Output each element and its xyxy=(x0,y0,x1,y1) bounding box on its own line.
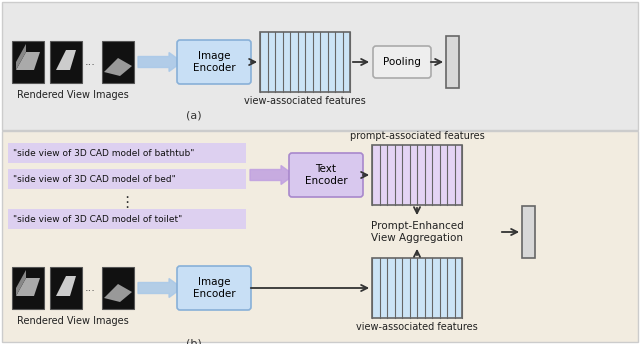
FancyBboxPatch shape xyxy=(289,153,363,197)
Text: prompt-associated features: prompt-associated features xyxy=(349,131,484,141)
Bar xyxy=(372,258,462,318)
FancyBboxPatch shape xyxy=(373,46,431,78)
Bar xyxy=(50,41,82,83)
Polygon shape xyxy=(16,52,40,70)
Text: view-associated features: view-associated features xyxy=(244,96,366,106)
FancyArrow shape xyxy=(250,165,294,184)
Text: ...: ... xyxy=(85,57,96,67)
FancyArrow shape xyxy=(138,279,182,298)
FancyArrow shape xyxy=(138,53,182,72)
Text: Prompt-Enhanced
View Aggregation: Prompt-Enhanced View Aggregation xyxy=(371,221,463,243)
Bar xyxy=(522,206,535,258)
Bar xyxy=(260,32,350,92)
Bar xyxy=(50,267,82,309)
Bar xyxy=(102,41,134,83)
Text: Rendered View Images: Rendered View Images xyxy=(17,316,129,326)
Text: ...: ... xyxy=(85,283,96,293)
Text: Rendered View Images: Rendered View Images xyxy=(17,90,129,100)
Polygon shape xyxy=(16,278,40,296)
Polygon shape xyxy=(56,50,76,70)
Text: (b): (b) xyxy=(186,338,202,344)
Text: "side view of 3D CAD model of bed": "side view of 3D CAD model of bed" xyxy=(13,174,176,183)
Polygon shape xyxy=(104,58,132,76)
Bar xyxy=(8,169,246,189)
Text: Text
Encoder: Text Encoder xyxy=(305,164,348,186)
Text: ⋮: ⋮ xyxy=(120,195,134,211)
Bar xyxy=(8,143,246,163)
Polygon shape xyxy=(16,270,26,296)
Bar xyxy=(2,2,638,130)
Bar xyxy=(12,41,44,83)
Bar xyxy=(102,267,134,309)
Text: Pooling: Pooling xyxy=(383,57,421,67)
Text: (a): (a) xyxy=(186,110,202,120)
Bar xyxy=(2,131,638,342)
Text: Image
Encoder: Image Encoder xyxy=(193,277,236,299)
Bar xyxy=(8,209,246,229)
Polygon shape xyxy=(104,284,132,302)
Bar xyxy=(372,145,462,205)
Text: view-associated features: view-associated features xyxy=(356,322,478,332)
Text: "side view of 3D CAD model of bathtub": "side view of 3D CAD model of bathtub" xyxy=(13,149,195,158)
Polygon shape xyxy=(56,276,76,296)
FancyBboxPatch shape xyxy=(177,266,251,310)
Polygon shape xyxy=(16,44,26,70)
FancyBboxPatch shape xyxy=(177,40,251,84)
Text: "side view of 3D CAD model of toilet": "side view of 3D CAD model of toilet" xyxy=(13,215,182,224)
Bar xyxy=(446,36,459,88)
Text: Image
Encoder: Image Encoder xyxy=(193,51,236,73)
Bar xyxy=(12,267,44,309)
